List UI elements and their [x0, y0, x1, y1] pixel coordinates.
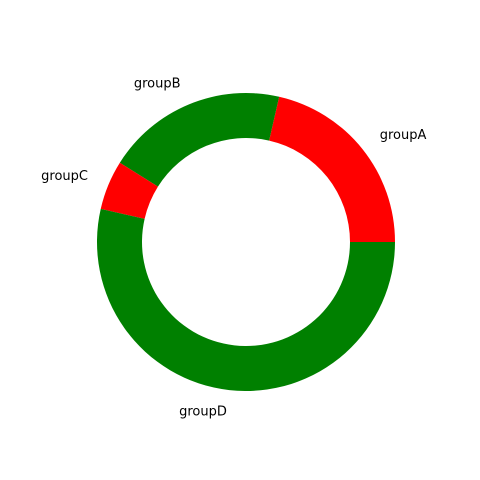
slice-label-groupC: groupC [41, 169, 88, 184]
slice-groupD [97, 208, 395, 391]
slice-groupA [269, 96, 395, 242]
slice-label-groupB: groupB [134, 77, 181, 92]
slice-groupC [100, 162, 158, 219]
slice-label-groupD: groupD [179, 404, 227, 419]
slice-labels: groupA groupB groupC groupD [41, 77, 426, 420]
donut-slices [97, 92, 395, 391]
slice-groupB [119, 92, 280, 187]
slice-label-groupA: groupA [380, 128, 427, 143]
